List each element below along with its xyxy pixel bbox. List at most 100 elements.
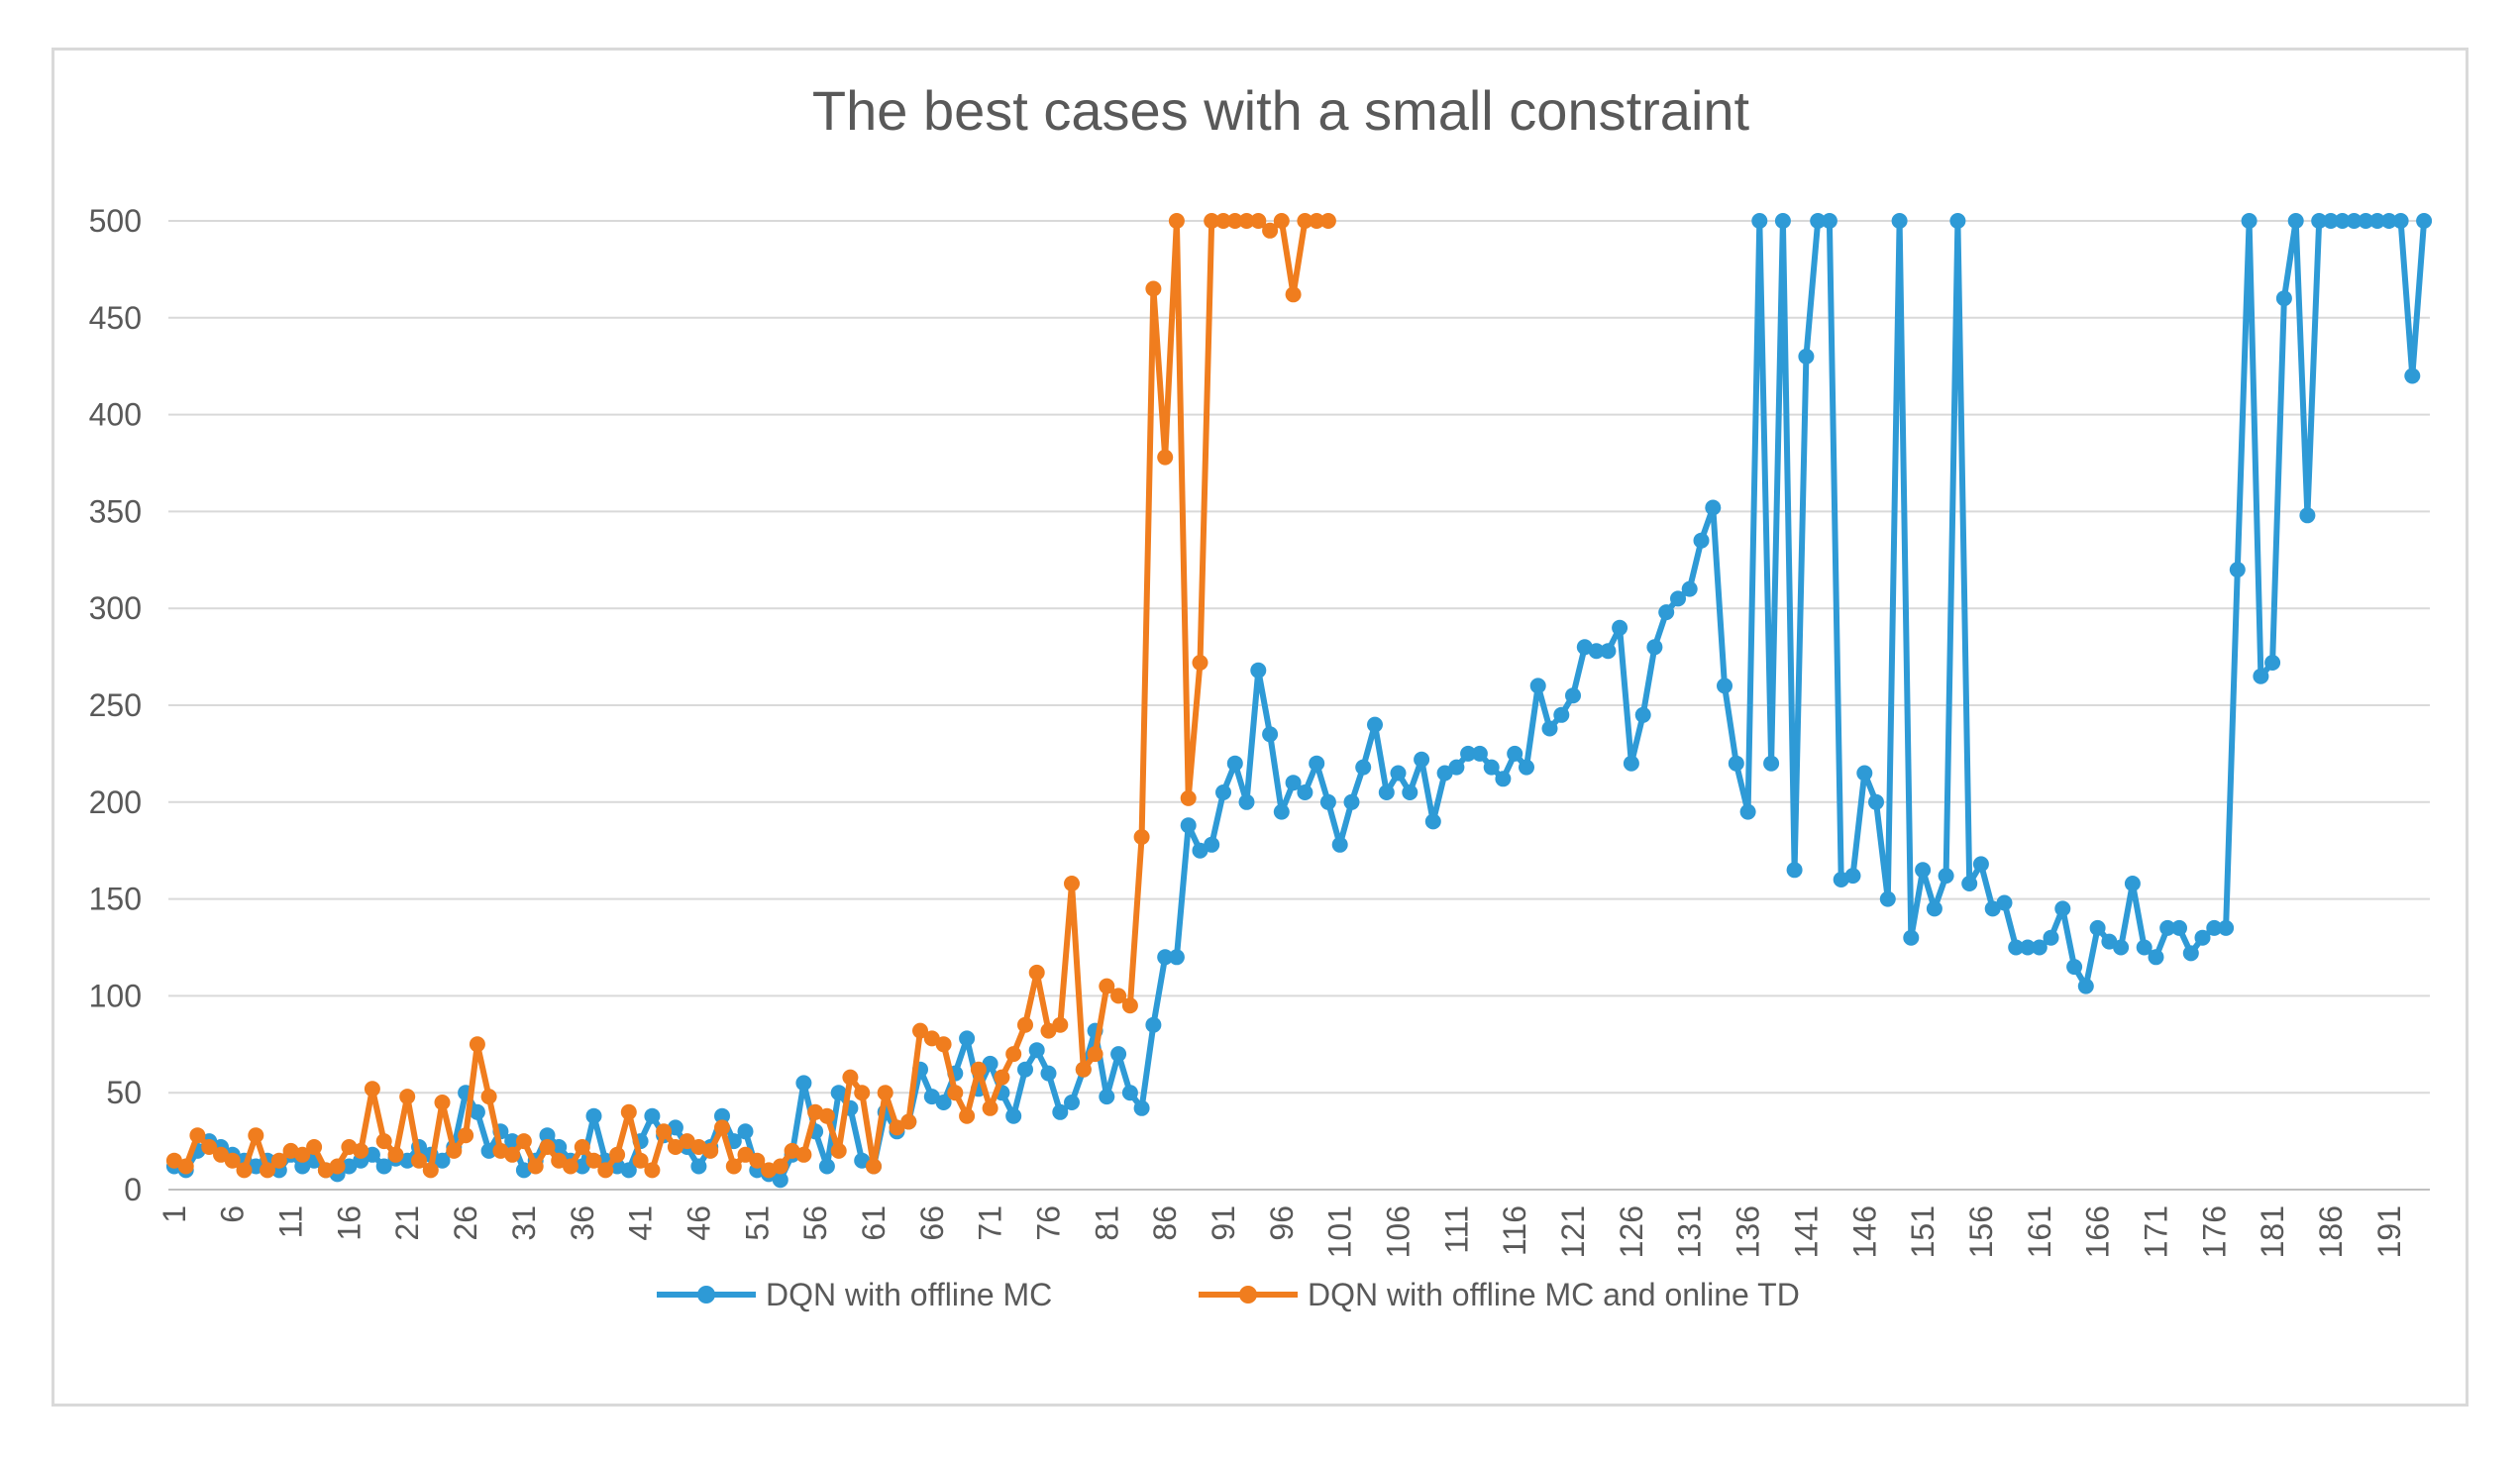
data-point	[1121, 997, 1138, 1014]
legend-marker-offline-mc-online-td	[1239, 1286, 1257, 1304]
data-point	[1693, 532, 1710, 549]
data-point	[690, 1158, 707, 1175]
data-point	[620, 1162, 637, 1179]
data-point	[1215, 213, 1231, 229]
data-point	[480, 1142, 497, 1159]
data-point	[1646, 639, 1663, 656]
data-point	[1460, 745, 1477, 762]
data-point	[772, 1158, 788, 1175]
data-point	[842, 1069, 859, 1086]
data-point	[306, 1139, 323, 1155]
data-point	[1204, 213, 1220, 229]
data-point	[1052, 1016, 1069, 1033]
data-point	[270, 1152, 287, 1169]
data-point	[1309, 755, 1325, 772]
data-point	[434, 1152, 451, 1169]
data-point	[1204, 836, 1220, 853]
data-point	[260, 1162, 275, 1179]
data-point	[1634, 706, 1651, 723]
data-point	[1821, 213, 1838, 229]
data-point	[329, 1158, 346, 1175]
data-point	[294, 1146, 311, 1163]
data-point	[1507, 745, 1523, 762]
data-point	[994, 1069, 1010, 1086]
x-tick-label: 166	[2080, 1205, 2116, 1258]
data-point	[1297, 213, 1313, 229]
data-point	[539, 1139, 556, 1155]
data-point	[877, 1085, 893, 1101]
data-point	[959, 1030, 976, 1047]
data-point	[1017, 1016, 1033, 1033]
x-tick-label: 146	[1846, 1205, 1882, 1258]
chart-title: The best cases with a small constraint	[812, 79, 1750, 142]
data-point	[1414, 751, 1430, 768]
data-point	[1483, 759, 1500, 776]
data-point	[1600, 643, 1617, 660]
x-tick-label: 186	[2313, 1205, 2349, 1258]
data-point	[2229, 562, 2246, 578]
data-point	[702, 1142, 719, 1159]
data-point	[1226, 755, 1243, 772]
x-tick-label: 56	[797, 1205, 833, 1241]
data-point	[737, 1123, 754, 1140]
data-point	[1798, 348, 1815, 365]
data-point	[900, 1113, 917, 1130]
data-point	[527, 1158, 544, 1175]
data-point	[1402, 784, 1418, 800]
data-point	[2043, 929, 2059, 946]
data-point	[772, 1172, 788, 1189]
data-point	[1238, 213, 1255, 229]
legend-label-offline-mc: DQN with offline MC	[766, 1277, 1052, 1312]
data-point	[201, 1139, 218, 1155]
data-point	[2218, 919, 2235, 936]
x-tick-label: 1	[157, 1205, 192, 1223]
data-point	[1017, 1061, 1033, 1078]
data-point	[224, 1152, 241, 1169]
series-1	[165, 213, 1336, 1179]
data-point	[236, 1162, 253, 1179]
data-point	[1739, 803, 1756, 820]
data-point	[1309, 213, 1325, 229]
x-tick-label: 71	[973, 1205, 1008, 1241]
legend-item-dqn-offline-mc: DQN with offline MC	[657, 1277, 1052, 1312]
x-tick-label: 106	[1381, 1205, 1417, 1258]
data-point	[364, 1081, 380, 1097]
data-point	[480, 1089, 497, 1105]
data-point	[2346, 213, 2362, 229]
data-point	[830, 1085, 847, 1101]
data-point	[2031, 939, 2048, 956]
x-tick-label: 136	[1731, 1205, 1766, 1258]
y-tick-label: 500	[89, 203, 142, 239]
data-point	[1529, 678, 1546, 694]
data-point	[2077, 978, 2094, 994]
data-point	[1717, 678, 1732, 694]
data-point	[1180, 789, 1197, 806]
data-point	[1285, 286, 1302, 303]
data-point	[539, 1127, 556, 1144]
data-point	[737, 1146, 754, 1163]
data-point	[2194, 929, 2211, 946]
data-point	[1705, 499, 1722, 516]
data-point	[1192, 655, 1208, 671]
data-point	[609, 1146, 626, 1163]
data-point	[2253, 668, 2269, 684]
data-point	[970, 1061, 987, 1078]
data-point	[2089, 919, 2106, 936]
data-point	[2358, 213, 2374, 229]
x-tick-label: 121	[1555, 1205, 1591, 1258]
x-tick-label: 86	[1147, 1205, 1183, 1241]
data-point	[353, 1142, 369, 1159]
x-tick-label: 156	[1963, 1205, 1999, 1258]
data-point	[1099, 1089, 1115, 1105]
data-point	[2241, 213, 2258, 229]
data-point	[912, 1022, 928, 1039]
y-tick-label: 450	[89, 300, 142, 336]
data-point	[504, 1133, 521, 1150]
data-point	[667, 1139, 683, 1155]
data-point	[2323, 213, 2339, 229]
chart-frame: The best cases with a small constraint 0…	[52, 48, 2468, 1407]
data-point	[1786, 862, 1803, 879]
data-point	[889, 1119, 905, 1136]
data-point	[1774, 213, 1791, 229]
data-point	[1273, 213, 1290, 229]
